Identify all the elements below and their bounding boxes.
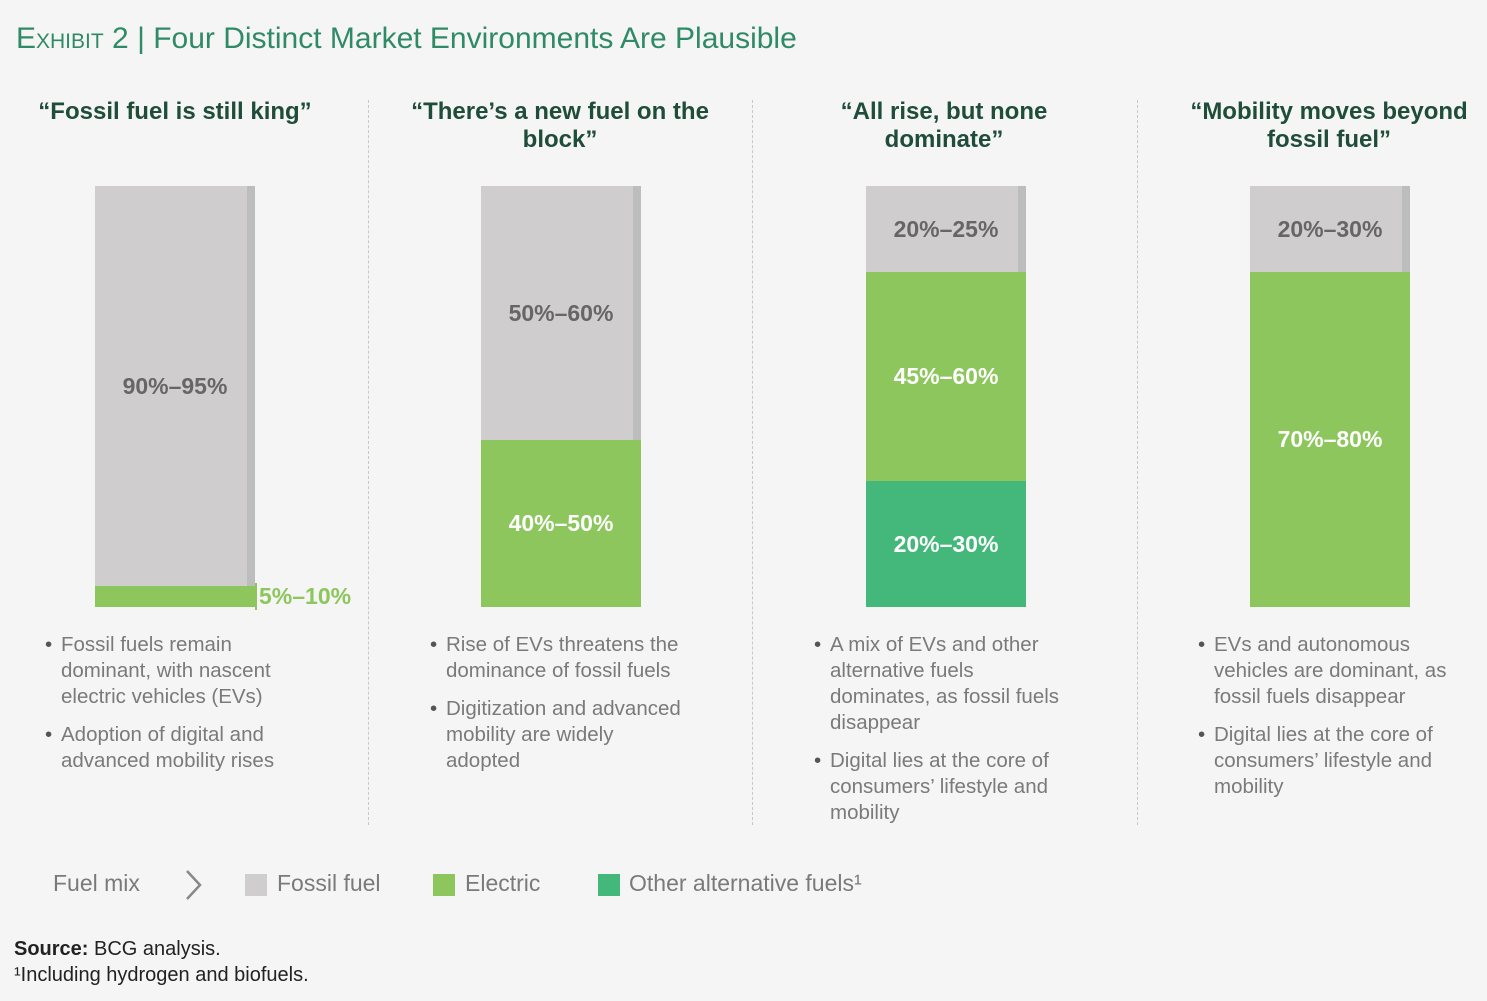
bullet: Digitization and advanced mobility are w… xyxy=(430,696,692,774)
bar-segment: 20%–30% xyxy=(1250,186,1410,272)
bullet: Digital lies at the core of consumers’ l… xyxy=(1198,722,1460,800)
bar-segment: 90%–95% xyxy=(95,186,255,586)
bullet: EVs and autonomous vehicles are dominant… xyxy=(1198,632,1460,710)
bar-segment xyxy=(95,586,255,607)
legend-label: Electric xyxy=(465,870,541,896)
legend-label: Other alternative fuels¹ xyxy=(629,870,862,896)
bullet: A mix of EVs and other alternative fuels… xyxy=(814,632,1076,736)
source-label: Source: xyxy=(14,938,89,960)
title-text: Four Distinct Market Environments Are Pl… xyxy=(153,22,797,55)
legend-swatch xyxy=(598,874,620,896)
source: Source: BCG analysis. xyxy=(14,938,221,961)
bullet: Rise of EVs threatens the dominance of f… xyxy=(430,632,692,684)
bullet-list: A mix of EVs and other alternative fuels… xyxy=(814,632,1076,838)
segment-label: 5%–10% xyxy=(255,582,351,610)
separator: | xyxy=(137,22,145,55)
bullet-list: Fossil fuels remain dominant, with nasce… xyxy=(45,632,307,786)
bar-segment: 70%–80% xyxy=(1250,272,1410,607)
bar-segment: 20%–30% xyxy=(866,481,1026,607)
bar-segment: 50%–60% xyxy=(481,186,641,440)
scenario-heading: “Fossil fuel is still king” xyxy=(38,98,312,125)
divider xyxy=(368,100,369,825)
bar-segment: 20%–25% xyxy=(866,186,1026,272)
bullet: Fossil fuels remain dominant, with nasce… xyxy=(45,632,307,710)
scenario-heading: “There’s a new fuel on the block” xyxy=(411,98,709,153)
legend-swatch xyxy=(245,874,267,896)
source-text: BCG analysis. xyxy=(88,938,221,960)
bullet: Digital lies at the core of consumers’ l… xyxy=(814,748,1076,826)
bullet-list: Rise of EVs threatens the dominance of f… xyxy=(430,632,692,786)
bar-segment: 45%–60% xyxy=(866,272,1026,481)
title: Exhibit 2 | Four Distinct Market Environ… xyxy=(16,22,797,56)
legend-swatch xyxy=(433,874,455,896)
exhibit-label: Exhibit 2 xyxy=(16,22,129,55)
bullet-list: EVs and autonomous vehicles are dominant… xyxy=(1198,632,1460,812)
divider xyxy=(752,100,753,825)
chevron xyxy=(186,870,202,900)
divider xyxy=(1137,100,1138,825)
legend-label: Fossil fuel xyxy=(277,870,381,896)
scenario-heading: “All rise, but none dominate” xyxy=(840,98,1048,153)
bar-segment: 40%–50% xyxy=(481,440,641,607)
footnote: ¹Including hydrogen and biofuels. xyxy=(14,964,309,986)
legend-title: Fuel mix xyxy=(53,870,140,896)
scenario-heading: “Mobility moves beyond fossil fuel” xyxy=(1190,98,1468,153)
bullet: Adoption of digital and advanced mobilit… xyxy=(45,722,307,774)
